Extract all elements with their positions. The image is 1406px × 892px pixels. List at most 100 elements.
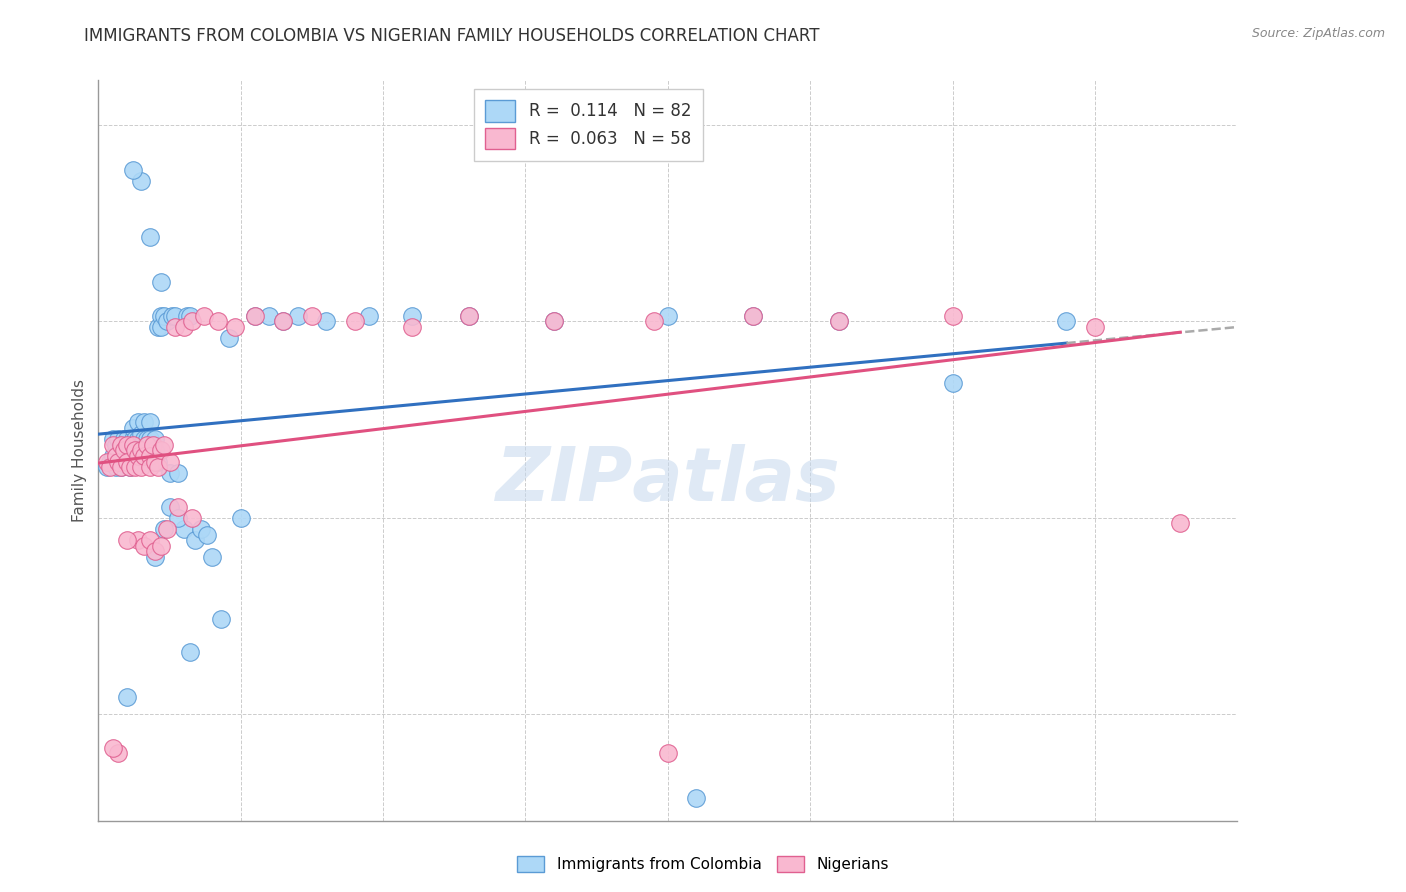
Point: [132, 539, 155, 553]
Point: [129, 460, 152, 475]
Point: [121, 432, 143, 446]
Point: [643, 314, 665, 328]
Point: [115, 690, 138, 705]
Point: [942, 376, 965, 391]
Point: [110, 438, 132, 452]
Point: [118, 438, 141, 452]
Point: [159, 500, 181, 514]
Point: [138, 416, 160, 430]
Point: [141, 455, 163, 469]
Point: [181, 510, 204, 524]
Point: [132, 449, 155, 463]
Point: [273, 314, 295, 328]
Point: [129, 174, 152, 188]
Point: [115, 438, 138, 452]
Point: [141, 438, 163, 452]
Point: [828, 314, 851, 328]
Point: [243, 309, 266, 323]
Point: [543, 314, 565, 328]
Point: [153, 522, 176, 536]
Point: [129, 443, 152, 458]
Point: [150, 320, 173, 334]
Point: [96, 460, 118, 475]
Text: Source: ZipAtlas.com: Source: ZipAtlas.com: [1251, 27, 1385, 40]
Point: [135, 432, 157, 446]
Point: [457, 309, 479, 323]
Point: [159, 455, 181, 469]
Point: [127, 533, 149, 548]
Point: [118, 460, 141, 475]
Legend: Immigrants from Colombia, Nigerians: Immigrants from Colombia, Nigerians: [509, 848, 897, 880]
Point: [357, 309, 380, 323]
Point: [150, 443, 173, 458]
Point: [193, 309, 215, 323]
Point: [165, 309, 187, 323]
Point: [150, 275, 173, 289]
Point: [145, 549, 167, 564]
Point: [162, 309, 184, 323]
Point: [243, 309, 266, 323]
Point: [124, 443, 146, 458]
Point: [121, 449, 143, 463]
Point: [127, 432, 149, 446]
Point: [828, 314, 851, 328]
Point: [138, 533, 160, 548]
Legend: R =  0.114   N = 82, R =  0.063   N = 58: R = 0.114 N = 82, R = 0.063 N = 58: [474, 88, 703, 161]
Point: [112, 432, 135, 446]
Point: [138, 230, 160, 244]
Point: [132, 416, 155, 430]
Y-axis label: Family Households: Family Households: [72, 379, 87, 522]
Point: [218, 331, 240, 345]
Point: [179, 645, 201, 659]
Point: [121, 438, 143, 452]
Point: [457, 309, 479, 323]
Point: [138, 432, 160, 446]
Point: [104, 460, 127, 475]
Point: [156, 522, 179, 536]
Point: [315, 314, 337, 328]
Point: [110, 460, 132, 475]
Point: [104, 449, 127, 463]
Point: [98, 455, 121, 469]
Point: [145, 432, 167, 446]
Point: [201, 549, 224, 564]
Point: [173, 320, 195, 334]
Point: [138, 449, 160, 463]
Point: [159, 466, 181, 480]
Text: ZIP​atlas: ZIP​atlas: [495, 443, 841, 516]
Point: [115, 455, 138, 469]
Point: [273, 314, 295, 328]
Point: [543, 314, 565, 328]
Point: [129, 438, 152, 452]
Point: [207, 314, 229, 328]
Point: [121, 163, 143, 178]
Point: [401, 320, 423, 334]
Point: [148, 455, 170, 469]
Point: [156, 314, 179, 328]
Point: [110, 438, 132, 452]
Point: [209, 612, 232, 626]
Point: [98, 460, 121, 475]
Point: [145, 544, 167, 558]
Point: [1170, 516, 1192, 531]
Point: [195, 527, 218, 541]
Point: [101, 449, 124, 463]
Point: [150, 309, 173, 323]
Point: [141, 438, 163, 452]
Point: [101, 740, 124, 755]
Point: [115, 533, 138, 548]
Point: [179, 309, 201, 323]
Point: [101, 432, 124, 446]
Point: [145, 455, 167, 469]
Point: [110, 460, 132, 475]
Point: [150, 539, 173, 553]
Point: [153, 309, 176, 323]
Point: [124, 443, 146, 458]
Point: [167, 500, 190, 514]
Point: [129, 455, 152, 469]
Point: [173, 522, 195, 536]
Point: [107, 455, 129, 469]
Point: [165, 320, 187, 334]
Point: [657, 309, 679, 323]
Point: [287, 309, 309, 323]
